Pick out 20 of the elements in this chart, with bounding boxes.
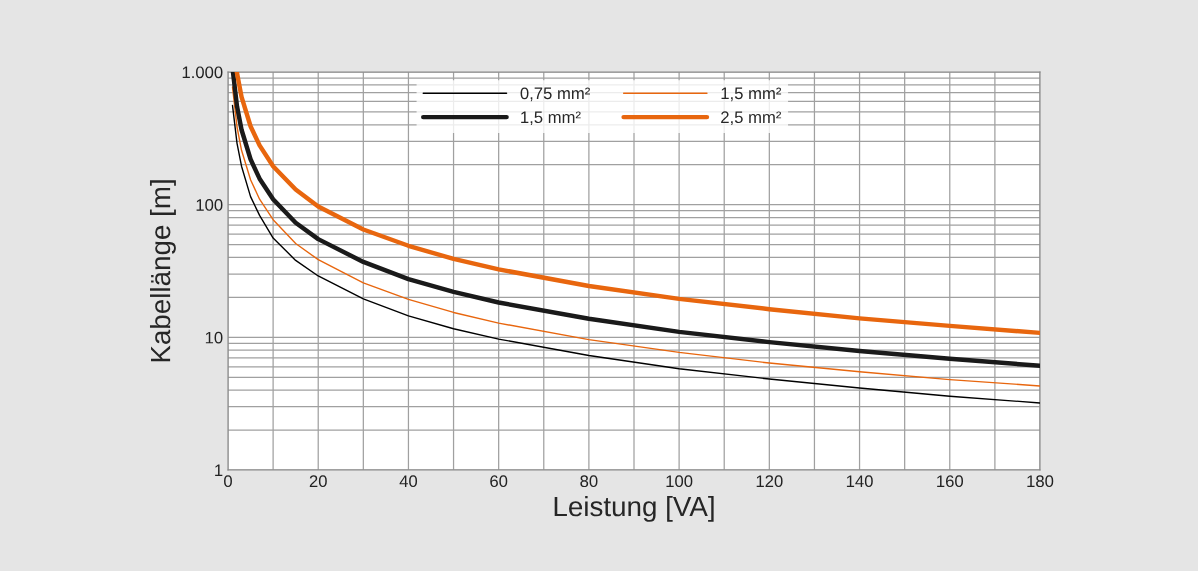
y-tick-label: 100: [196, 199, 223, 211]
x-tick-label: 100: [666, 475, 693, 488]
x-tick-label: 40: [399, 475, 418, 488]
x-tick-label: 60: [490, 475, 508, 488]
x-tick-label: 120: [756, 475, 783, 488]
x-tick-label: 0: [224, 475, 232, 488]
x-tick-label: 80: [580, 475, 598, 488]
legend-label: 0,75 mm²: [520, 87, 590, 102]
y-axis-title: Kabellänge [m]: [149, 180, 176, 362]
legend-label: 2,5 mm²: [721, 111, 782, 126]
x-tick-label: 160: [937, 475, 964, 488]
x-tick-label: 180: [1027, 475, 1054, 488]
y-tick-label: 1: [215, 464, 223, 477]
x-tick-label: 20: [309, 475, 327, 488]
legend-label: 1,5 mm²: [521, 111, 581, 126]
x-tick-label: 140: [846, 475, 873, 488]
y-tick-label: 1.000: [182, 66, 223, 79]
legend-label: 1,5 mm²: [721, 87, 782, 102]
y-tick-label: 10: [205, 331, 223, 344]
x-axis-title: Leistung [VA]: [554, 495, 714, 522]
